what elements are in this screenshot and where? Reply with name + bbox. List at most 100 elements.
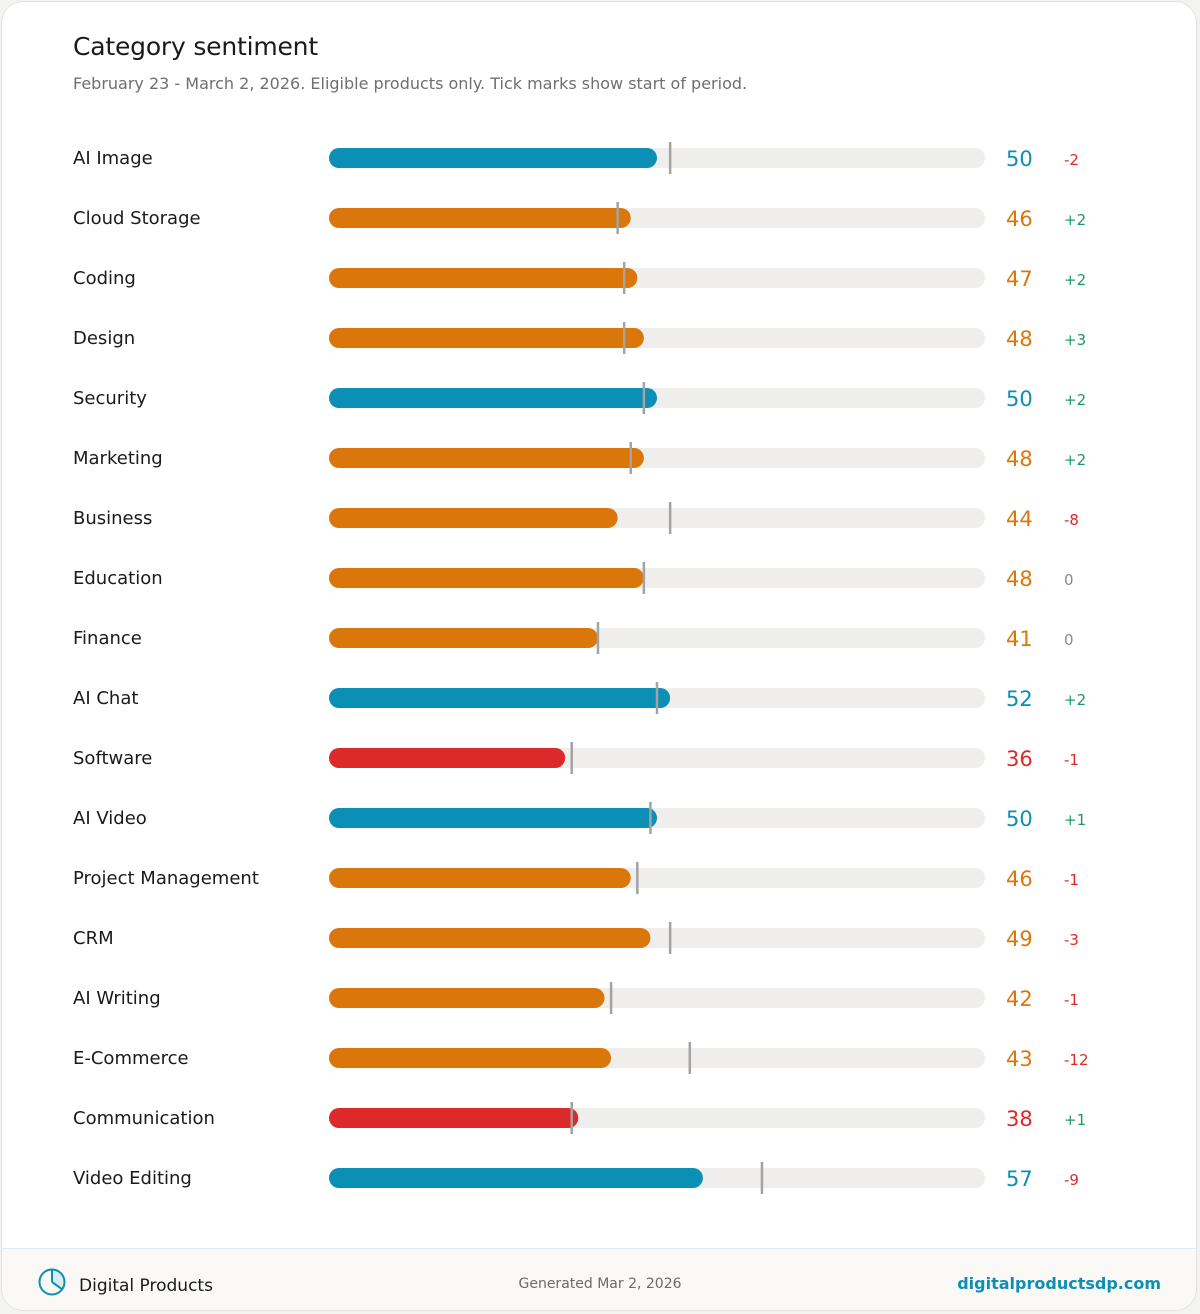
value-label: 38: [1006, 1107, 1033, 1131]
value-label: 57: [1006, 1167, 1033, 1191]
change-label: +2: [1064, 391, 1086, 409]
category-label: Video Editing: [73, 1168, 192, 1189]
value-label: 43: [1006, 1047, 1033, 1071]
value-label: 50: [1006, 387, 1033, 411]
category-label: Education: [73, 568, 163, 589]
generated-date: Generated Mar 2, 2026: [518, 1276, 682, 1292]
brand[interactable]: Digital Products: [37, 1267, 213, 1301]
category-label: E-Commerce: [73, 1048, 189, 1069]
change-label: 0: [1064, 571, 1074, 589]
change-label: -3: [1064, 931, 1079, 949]
category-label: Coding: [73, 268, 136, 289]
change-label: +2: [1064, 271, 1086, 289]
value-label: 46: [1006, 207, 1033, 231]
value-label: 44: [1006, 507, 1033, 531]
value-label: 42: [1006, 987, 1033, 1011]
category-label: CRM: [73, 928, 114, 949]
change-label: -8: [1064, 511, 1079, 529]
change-label: +1: [1064, 811, 1086, 829]
change-label: +1: [1064, 1111, 1086, 1129]
change-label: -9: [1064, 1171, 1079, 1189]
chart-row: Video Editing 57 -9: [73, 1162, 1079, 1194]
value-label: 48: [1006, 567, 1033, 591]
category-label: AI Image: [73, 148, 153, 169]
sentiment-bar: [329, 1048, 612, 1068]
value-label: 41: [1006, 627, 1033, 651]
chart-row: E-Commerce 43 -12: [73, 1042, 1089, 1074]
change-label: +2: [1064, 451, 1086, 469]
change-label: +2: [1064, 691, 1086, 709]
chart-row: Business 44 -8: [73, 502, 1079, 534]
sentiment-bar: [329, 328, 644, 348]
sentiment-bar: [329, 508, 618, 528]
sentiment-bar: [329, 208, 631, 228]
sentiment-bar: [329, 448, 644, 468]
category-label: AI Video: [73, 808, 147, 829]
value-label: 36: [1006, 747, 1033, 771]
category-label: Marketing: [73, 448, 163, 469]
change-label: -2: [1064, 151, 1079, 169]
sentiment-bar: [329, 148, 657, 168]
chart-row: Marketing 48 +2: [73, 442, 1086, 474]
sentiment-bar: [329, 988, 605, 1008]
chart-row: Software 36 -1: [73, 742, 1079, 774]
chart-row: CRM 49 -3: [73, 922, 1079, 954]
chart-row: AI Image 50 -2: [73, 142, 1079, 174]
category-label: Design: [73, 328, 135, 349]
chart-row: Design 48 +3: [73, 322, 1086, 354]
category-label: Project Management: [73, 868, 259, 889]
category-label: Business: [73, 508, 152, 529]
sentiment-bar: [329, 268, 638, 288]
sentiment-bar: [329, 1108, 579, 1128]
chart-row: Education 48 0: [73, 562, 1074, 594]
value-label: 47: [1006, 267, 1033, 291]
chart-subtitle: February 23 - March 2, 2026. Eligible pr…: [73, 74, 748, 93]
sentiment-bar: [329, 928, 651, 948]
category-label: AI Chat: [73, 688, 138, 709]
chart-title: Category sentiment: [73, 32, 318, 61]
value-label: 46: [1006, 867, 1033, 891]
change-label: +3: [1064, 331, 1086, 349]
sentiment-bar: [329, 748, 566, 768]
category-label: Communication: [73, 1108, 215, 1129]
category-label: AI Writing: [73, 988, 161, 1009]
sentiment-bar: [329, 808, 657, 828]
chart-row: Communication 38 +1: [73, 1102, 1086, 1134]
value-label: 50: [1006, 807, 1033, 831]
chart-row: AI Writing 42 -1: [73, 982, 1079, 1014]
site-link[interactable]: digitalproductsdp.com: [957, 1274, 1161, 1293]
change-label: -12: [1064, 1051, 1089, 1069]
category-label: Software: [73, 748, 152, 769]
pie-chart-icon: [37, 1267, 67, 1301]
chart-row: Finance 41 0: [73, 622, 1074, 654]
chart-row: AI Video 50 +1: [73, 802, 1086, 834]
value-label: 49: [1006, 927, 1033, 951]
sentiment-bar: [329, 868, 631, 888]
value-label: 52: [1006, 687, 1033, 711]
category-label: Security: [73, 388, 147, 409]
brand-name: Digital Products: [79, 1276, 213, 1296]
change-label: -1: [1064, 871, 1079, 889]
chart-row: AI Chat 52 +2: [73, 682, 1086, 714]
sentiment-bar-chart: AI Image 50 -2 Cloud Storage 46 +2 Coding 47 +2 D…: [73, 142, 1089, 1194]
sentiment-bar: [329, 568, 644, 588]
value-label: 48: [1006, 327, 1033, 351]
chart-row: Coding 47 +2: [73, 262, 1086, 294]
value-label: 48: [1006, 447, 1033, 471]
sentiment-bar: [329, 388, 657, 408]
change-label: -1: [1064, 991, 1079, 1009]
chart-row: Project Management 46 -1: [73, 862, 1079, 894]
sentiment-bar: [329, 628, 598, 648]
footer: Digital Products Generated Mar 2, 2026 d…: [2, 1248, 1196, 1310]
category-label: Finance: [73, 628, 142, 649]
category-label: Cloud Storage: [73, 208, 201, 229]
value-label: 50: [1006, 147, 1033, 171]
change-label: +2: [1064, 211, 1086, 229]
sentiment-bar: [329, 688, 671, 708]
change-label: 0: [1064, 631, 1074, 649]
chart-row: Cloud Storage 46 +2: [73, 202, 1086, 234]
change-label: -1: [1064, 751, 1079, 769]
sentiment-bar: [329, 1168, 703, 1188]
chart-row: Security 50 +2: [73, 382, 1086, 414]
